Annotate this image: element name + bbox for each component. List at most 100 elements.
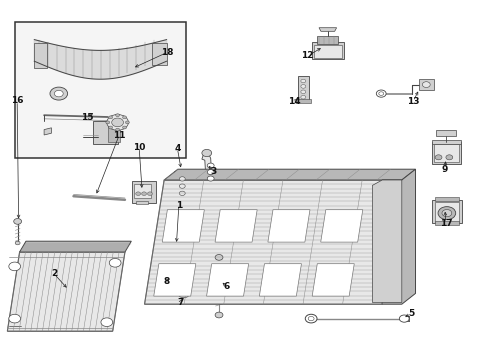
Circle shape: [435, 155, 442, 160]
Circle shape: [207, 170, 214, 175]
Circle shape: [301, 85, 306, 88]
Bar: [174, 171, 191, 198]
Text: 1: 1: [176, 201, 182, 210]
Polygon shape: [154, 264, 196, 296]
Text: 16: 16: [11, 96, 24, 105]
Bar: [108, 122, 120, 142]
Circle shape: [106, 121, 110, 124]
Text: 4: 4: [174, 144, 181, 153]
Text: 10: 10: [133, 143, 146, 152]
Bar: [317, 36, 338, 44]
Text: 12: 12: [301, 51, 314, 60]
Bar: [312, 42, 344, 59]
Polygon shape: [312, 264, 354, 296]
Circle shape: [9, 262, 21, 271]
Circle shape: [181, 291, 187, 296]
Polygon shape: [207, 264, 248, 296]
Circle shape: [215, 255, 223, 260]
Circle shape: [301, 95, 306, 99]
Bar: [176, 193, 188, 199]
Circle shape: [122, 116, 126, 119]
Circle shape: [178, 289, 190, 298]
Circle shape: [376, 90, 386, 97]
Circle shape: [112, 118, 123, 127]
Circle shape: [14, 219, 22, 224]
Circle shape: [101, 318, 113, 327]
Polygon shape: [34, 40, 167, 79]
Text: 18: 18: [161, 48, 174, 57]
Text: 13: 13: [407, 97, 419, 106]
Circle shape: [136, 192, 141, 195]
Bar: [435, 197, 459, 201]
Circle shape: [179, 177, 185, 181]
Circle shape: [142, 192, 147, 195]
Circle shape: [202, 149, 212, 157]
Polygon shape: [319, 28, 337, 31]
Circle shape: [109, 116, 113, 119]
Text: 8: 8: [164, 277, 170, 286]
Bar: [15, 22, 186, 158]
Circle shape: [109, 126, 113, 129]
Text: 11: 11: [113, 131, 125, 140]
Circle shape: [125, 121, 129, 124]
Circle shape: [107, 114, 128, 130]
Circle shape: [168, 272, 178, 279]
Polygon shape: [372, 180, 402, 302]
Bar: [166, 266, 180, 281]
Polygon shape: [436, 130, 456, 136]
Polygon shape: [268, 210, 310, 242]
Polygon shape: [382, 169, 416, 304]
Circle shape: [422, 82, 430, 87]
Bar: [298, 76, 309, 102]
Bar: [432, 200, 462, 223]
Polygon shape: [203, 188, 210, 197]
Text: 3: 3: [210, 166, 216, 176]
Polygon shape: [7, 252, 125, 331]
Circle shape: [147, 192, 152, 195]
Circle shape: [109, 258, 121, 267]
Circle shape: [122, 126, 126, 129]
Text: 15: 15: [81, 112, 94, 122]
Bar: [435, 221, 459, 225]
Text: 2: 2: [51, 269, 57, 278]
Polygon shape: [321, 210, 363, 242]
Bar: [296, 99, 311, 103]
Circle shape: [379, 92, 384, 95]
Circle shape: [50, 87, 68, 100]
Bar: [93, 121, 118, 144]
Circle shape: [308, 316, 314, 321]
Circle shape: [215, 312, 223, 318]
Circle shape: [442, 210, 452, 217]
Circle shape: [9, 314, 21, 323]
Circle shape: [171, 274, 175, 277]
Bar: [132, 181, 156, 203]
Circle shape: [15, 241, 20, 245]
Circle shape: [54, 90, 63, 97]
Circle shape: [301, 90, 306, 94]
Polygon shape: [259, 264, 301, 296]
Circle shape: [446, 155, 453, 160]
Circle shape: [438, 207, 456, 220]
Bar: [136, 201, 148, 204]
Bar: [314, 45, 342, 58]
Polygon shape: [20, 241, 131, 252]
Polygon shape: [164, 169, 416, 180]
Circle shape: [116, 128, 120, 131]
Bar: [134, 184, 151, 198]
Text: 9: 9: [441, 165, 448, 174]
Text: 6: 6: [223, 282, 229, 291]
Circle shape: [179, 184, 185, 188]
Bar: [435, 202, 459, 222]
Bar: [434, 144, 459, 162]
Circle shape: [179, 191, 185, 195]
Text: 14: 14: [288, 98, 300, 107]
Polygon shape: [215, 210, 257, 242]
Bar: [34, 43, 47, 68]
Bar: [152, 43, 167, 65]
Polygon shape: [44, 128, 51, 135]
Bar: [432, 142, 461, 164]
Polygon shape: [162, 210, 204, 242]
Circle shape: [207, 176, 214, 181]
Text: 17: 17: [440, 219, 452, 228]
Text: 5: 5: [409, 309, 415, 318]
